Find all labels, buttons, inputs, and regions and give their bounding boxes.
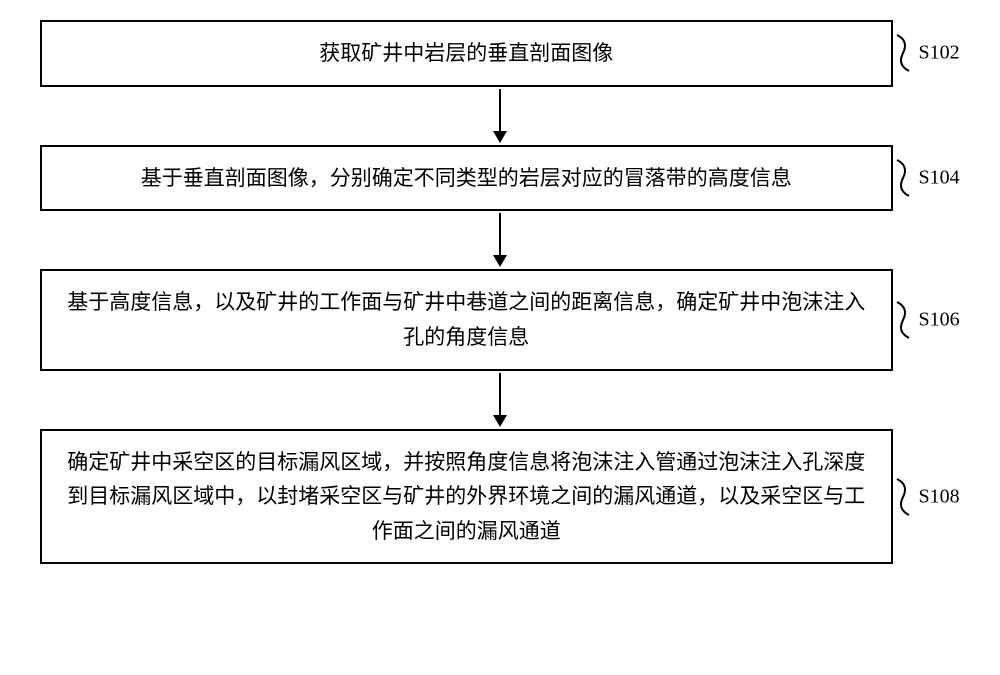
arrow-wrap — [70, 87, 930, 145]
step-box-s102: 获取矿井中岩层的垂直剖面图像 — [40, 20, 893, 87]
step-row: 获取矿井中岩层的垂直剖面图像 S102 — [40, 20, 960, 87]
step-text: 基于垂直剖面图像，分别确定不同类型的岩层对应的冒落带的高度信息 — [141, 161, 792, 196]
step-row: 确定矿井中采空区的目标漏风区域，并按照角度信息将泡沫注入管通过泡沫注入孔深度到目… — [40, 429, 960, 565]
label-wrap: S106 — [901, 295, 960, 345]
step-text: 基于高度信息，以及矿井的工作面与矿井中巷道之间的距离信息，确定矿井中泡沫注入孔的… — [66, 285, 867, 354]
step-box-s106: 基于高度信息，以及矿井的工作面与矿井中巷道之间的距离信息，确定矿井中泡沫注入孔的… — [40, 269, 893, 370]
label-wrap: S108 — [901, 472, 960, 522]
arrow-down-icon — [488, 211, 512, 269]
step-label: S104 — [919, 166, 960, 189]
step-text: 获取矿井中岩层的垂直剖面图像 — [319, 36, 613, 71]
step-box-s108: 确定矿井中采空区的目标漏风区域，并按照角度信息将泡沫注入管通过泡沫注入孔深度到目… — [40, 429, 893, 565]
arrow-down-icon — [488, 87, 512, 145]
step-label: S102 — [919, 42, 960, 65]
curve-connector-icon — [895, 475, 917, 519]
arrow-down-icon — [488, 371, 512, 429]
label-wrap: S104 — [901, 153, 960, 203]
label-wrap: S102 — [901, 28, 960, 78]
step-text: 确定矿井中采空区的目标漏风区域，并按照角度信息将泡沫注入管通过泡沫注入孔深度到目… — [66, 445, 867, 549]
arrow-wrap — [70, 371, 930, 429]
step-label: S108 — [919, 485, 960, 508]
step-row: 基于垂直剖面图像，分别确定不同类型的岩层对应的冒落带的高度信息 S104 — [40, 145, 960, 212]
arrow-wrap — [70, 211, 930, 269]
curve-connector-icon — [895, 31, 917, 75]
flowchart-container: 获取矿井中岩层的垂直剖面图像 S102 基于垂直剖面图像，分别确定不同类型的岩层… — [40, 20, 960, 564]
step-label: S106 — [919, 308, 960, 331]
curve-connector-icon — [895, 298, 917, 342]
curve-connector-icon — [895, 156, 917, 200]
step-row: 基于高度信息，以及矿井的工作面与矿井中巷道之间的距离信息，确定矿井中泡沫注入孔的… — [40, 269, 960, 370]
step-box-s104: 基于垂直剖面图像，分别确定不同类型的岩层对应的冒落带的高度信息 — [40, 145, 893, 212]
